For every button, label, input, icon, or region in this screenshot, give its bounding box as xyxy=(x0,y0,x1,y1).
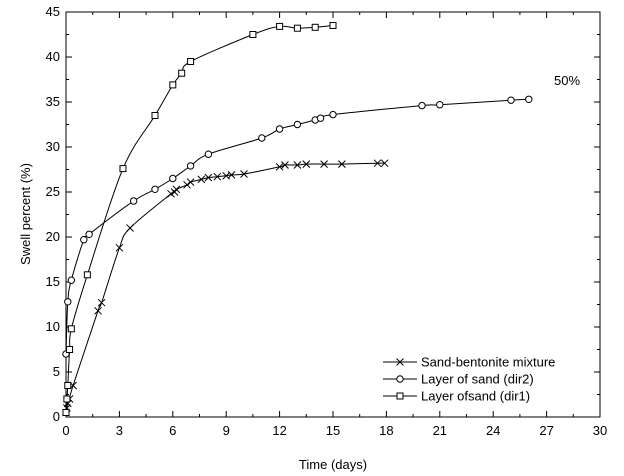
series-layer xyxy=(62,22,533,417)
data-point xyxy=(64,298,72,306)
data-point xyxy=(380,159,389,168)
data-point xyxy=(169,174,177,183)
data-point xyxy=(204,173,213,182)
data-point xyxy=(507,96,515,104)
data-point xyxy=(275,162,284,171)
legend-label: Sand-bentonite mixture xyxy=(421,355,555,370)
x-tick-label: 0 xyxy=(62,423,69,438)
data-point xyxy=(63,395,71,403)
legend-label: Layer of sand (dir2) xyxy=(421,372,534,387)
x-axis-ticks: 0 3 6 9 12 15 18 21 24 27 30 xyxy=(62,12,607,438)
legend-marker xyxy=(396,375,404,383)
x-tick-label: 27 xyxy=(539,423,553,438)
data-point xyxy=(80,236,88,244)
y-axis-label: Swell percent (%) xyxy=(18,163,33,265)
x-axis-label: Time (days) xyxy=(299,457,367,472)
y-tick-label: 20 xyxy=(46,229,60,244)
y-tick-label: 35 xyxy=(46,94,60,109)
legend-item: Sand-bentonite mixture xyxy=(383,355,555,370)
x-tick-label: 3 xyxy=(116,423,123,438)
data-point xyxy=(169,81,177,89)
x-tick-label: 12 xyxy=(272,423,286,438)
y-tick-label: 0 xyxy=(53,409,60,424)
data-point xyxy=(293,120,302,129)
data-point xyxy=(129,197,138,205)
legend-label: Layer ofsand (dir1) xyxy=(421,389,530,404)
data-point xyxy=(66,346,74,353)
x-tick-label: 18 xyxy=(379,423,393,438)
data-point xyxy=(338,160,346,168)
data-point xyxy=(329,22,337,29)
data-point xyxy=(276,22,284,30)
data-point xyxy=(436,101,444,109)
data-point xyxy=(329,110,337,119)
x-tick-label: 21 xyxy=(433,423,447,438)
y-tick-label: 10 xyxy=(46,319,60,334)
x-tick-label: 30 xyxy=(593,423,607,438)
data-point xyxy=(126,224,134,232)
legend-marker xyxy=(396,392,404,400)
data-point xyxy=(67,276,76,284)
data-point xyxy=(227,171,236,179)
data-point xyxy=(186,162,195,170)
x-tick-label: 24 xyxy=(486,423,500,438)
legend-item: Layer ofsand (dir1) xyxy=(383,389,530,404)
y-tick-label: 15 xyxy=(46,274,60,289)
data-point xyxy=(178,69,186,77)
series-1 xyxy=(62,95,533,358)
series-2 xyxy=(62,22,337,416)
data-point xyxy=(186,178,195,186)
chart-annotation: 50% xyxy=(554,73,580,88)
data-point xyxy=(62,409,70,416)
data-point xyxy=(320,160,328,168)
data-point xyxy=(97,298,106,307)
y-tick-label: 5 xyxy=(53,364,60,379)
data-point xyxy=(418,101,426,110)
data-point xyxy=(151,185,159,194)
data-point xyxy=(373,159,382,168)
series-line xyxy=(65,25,334,413)
y-tick-label: 30 xyxy=(46,139,60,154)
data-point xyxy=(249,31,257,38)
data-point xyxy=(293,24,301,32)
data-point xyxy=(275,125,284,133)
data-point xyxy=(115,243,124,252)
data-point xyxy=(64,382,72,389)
data-point xyxy=(187,58,195,65)
data-point xyxy=(281,161,289,169)
data-point xyxy=(213,172,222,181)
data-point xyxy=(240,170,248,178)
data-point xyxy=(151,112,159,119)
data-point xyxy=(525,95,533,104)
data-point xyxy=(302,160,311,168)
data-point xyxy=(119,165,127,173)
x-tick-label: 15 xyxy=(326,423,340,438)
data-point xyxy=(83,271,91,279)
x-tick-label: 6 xyxy=(169,423,176,438)
data-point xyxy=(258,134,266,142)
data-point xyxy=(316,114,325,122)
data-point xyxy=(293,161,302,169)
data-point xyxy=(94,306,102,315)
data-point xyxy=(183,180,191,189)
data-point xyxy=(172,185,181,194)
series-line xyxy=(65,162,385,413)
data-point xyxy=(197,175,206,184)
data-point xyxy=(204,150,213,158)
series-0 xyxy=(62,159,389,417)
legend: Sand-bentonite mixture Layer of sand (dir… xyxy=(383,355,555,404)
y-tick-label: 45 xyxy=(46,4,60,19)
data-point xyxy=(85,230,93,239)
y-tick-label: 40 xyxy=(46,49,60,64)
y-axis-ticks: 0 5 10 15 20 25 30 35 40 45 xyxy=(46,4,600,424)
series-line xyxy=(65,98,529,355)
legend-marker xyxy=(396,358,404,366)
data-point xyxy=(67,325,75,333)
legend-item: Layer of sand (dir2) xyxy=(383,372,534,387)
y-tick-label: 25 xyxy=(46,184,60,199)
x-tick-label: 9 xyxy=(223,423,230,438)
data-point xyxy=(311,23,319,31)
